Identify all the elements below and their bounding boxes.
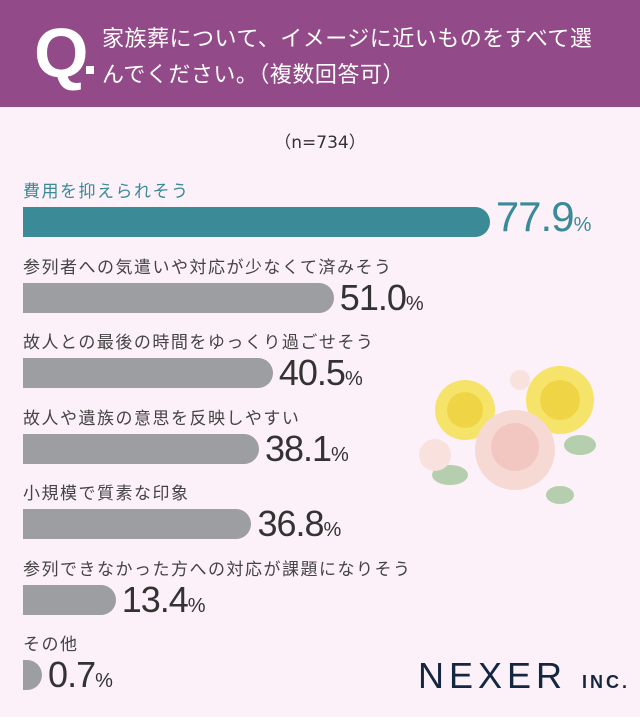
value-number: 36.8	[257, 503, 324, 544]
percent-sign: %	[331, 443, 349, 466]
category-label: 故人や遺族の意思を反映しやすい	[23, 408, 301, 429]
nexer-logo: NEXER INC.	[418, 655, 631, 696]
value-number: 0.7	[48, 654, 96, 695]
category-label: 費用を抑えられそう	[23, 182, 190, 202]
percent-sign: %	[187, 594, 206, 617]
sample-size: （n=734）	[274, 133, 366, 153]
percent-sign: %	[405, 292, 424, 315]
percent-sign: %	[95, 670, 113, 692]
value-number: 40.5	[278, 352, 346, 393]
value-number: 51.0	[339, 276, 407, 318]
percent-sign: %	[573, 214, 592, 236]
category-label: 参列者への気遣いや対応が少なくて済みそう	[23, 257, 393, 278]
bar	[23, 207, 490, 237]
bar	[23, 282, 334, 313]
q-dot	[86, 66, 94, 74]
question-text: 家族葬について、イメージに近いものをすべて選んでください。（複数回答可）	[102, 27, 593, 88]
value-label: 77.9%	[496, 196, 592, 243]
chrysanthemum-illustration	[419, 366, 596, 504]
value-label: 36.8%	[257, 503, 342, 548]
question-header: Q 家族葬について、イメージに近いものをすべて選んでください。（複数回答可）	[0, 0, 640, 107]
bar	[23, 433, 259, 464]
category-label: その他	[23, 635, 79, 655]
percent-sign: %	[323, 519, 342, 541]
q-mark: Q	[34, 14, 89, 92]
bar	[23, 584, 116, 615]
value-label: 51.0%	[339, 276, 424, 322]
value-number: 77.9	[495, 193, 575, 240]
category-label: 参列できなかった方への対応が課題になりそう	[23, 559, 412, 580]
value-number: 13.4	[121, 578, 189, 620]
bar	[23, 509, 252, 539]
value-label: 38.1%	[264, 427, 349, 473]
value-number: 38.1	[264, 427, 332, 469]
value-label: 40.5%	[278, 352, 363, 397]
value-label: 0.7%	[48, 654, 113, 699]
category-label: 故人との最後の時間をゆっくり過ごせそう	[23, 333, 375, 353]
category-label: 小規模で質素な印象	[23, 484, 190, 504]
bar	[23, 358, 273, 388]
percent-sign: %	[344, 368, 363, 390]
value-label: 13.4%	[121, 578, 206, 624]
bar	[23, 660, 43, 690]
